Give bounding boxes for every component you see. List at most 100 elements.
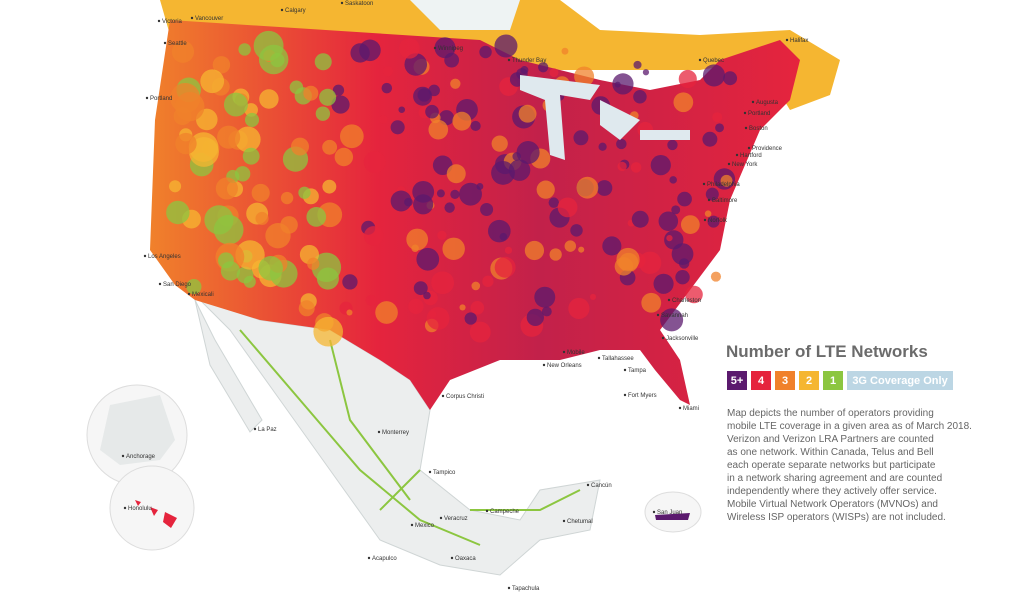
coverage-patch (314, 53, 332, 71)
coverage-patch (666, 234, 673, 242)
city-label: Tapachula (512, 586, 540, 592)
description-line: mobile LTE coverage in a given area as o… (727, 421, 972, 432)
coverage-patch (217, 125, 241, 149)
city-dot (340, 1, 344, 5)
coverage-patch (306, 207, 327, 227)
coverage-patch (444, 202, 455, 213)
city-dot (485, 509, 489, 513)
coverage-patch (258, 256, 283, 281)
coverage-patch (616, 247, 640, 272)
city-label: San Juan (657, 510, 682, 516)
city-dot (747, 146, 751, 150)
coverage-patch (446, 164, 466, 184)
coverage-patch (450, 78, 461, 89)
coverage-patch (479, 45, 492, 59)
coverage-patch (685, 285, 703, 304)
coverage-patch (244, 103, 258, 117)
city-label: Honolulu (128, 506, 152, 512)
coverage-patch (434, 37, 456, 59)
coverage-patch (298, 300, 315, 317)
coverage-patch (428, 310, 437, 318)
coverage-patch (491, 161, 515, 185)
mexico (199, 299, 601, 576)
coverage-patch (536, 180, 555, 199)
coverage-patch (470, 120, 481, 132)
city-label: La Paz (258, 427, 277, 433)
coverage-patch (638, 251, 662, 275)
city-dot (433, 46, 437, 50)
city-label: Tampa (628, 368, 647, 374)
coverage-patch (548, 197, 560, 208)
city-label: Jacksonville (666, 336, 699, 342)
city-label: Corpus Christi (446, 394, 484, 400)
coverage-patch (431, 271, 455, 295)
city-dot (744, 126, 748, 130)
coverage-patches (166, 30, 738, 347)
city-dot (158, 282, 162, 286)
city-label: Thunder Bay (512, 58, 546, 64)
coverage-patch (470, 300, 485, 315)
coverage-patch (171, 40, 195, 63)
city-dot (450, 556, 454, 560)
coverage-patch (363, 151, 386, 173)
legend-swatch (727, 371, 747, 390)
city-dot (703, 218, 707, 222)
city-label: Seattle (168, 41, 187, 47)
city-label: Los Angeles (148, 254, 181, 260)
coverage-patch (526, 308, 544, 327)
coverage-patch (538, 62, 549, 73)
coverage-patch (480, 202, 494, 216)
coverage-patch (437, 230, 447, 240)
coverage-patch (710, 271, 722, 282)
coverage-patch (342, 274, 358, 290)
city-dot (785, 38, 789, 42)
coverage-patch (667, 139, 678, 151)
coverage-patch (720, 174, 733, 187)
city-label: Tallahassee (602, 356, 634, 362)
city-dot (190, 16, 194, 20)
coverage-patch (382, 66, 394, 77)
coverage-patch (244, 112, 260, 127)
coverage-patch (175, 91, 205, 122)
coverage-patch (704, 210, 712, 217)
coverage-patch (650, 154, 671, 176)
city-label: Portland (748, 111, 770, 117)
coverage-patch (331, 95, 350, 114)
city-label: Halifax (790, 38, 808, 44)
coverage-patch (715, 123, 724, 133)
city-label: Portland (150, 96, 172, 102)
coverage-patch (303, 85, 319, 101)
coverage-patch (428, 119, 449, 140)
coverage-patch (491, 135, 508, 152)
city-dot (652, 510, 656, 514)
coverage-patch (524, 240, 545, 261)
coverage-patch (186, 278, 202, 295)
coverage-patch (406, 228, 429, 251)
coverage-patch (307, 257, 320, 270)
coverage-patch (564, 240, 577, 252)
coverage-patch (596, 180, 613, 196)
coverage-patch (504, 246, 513, 254)
city-label: Quebec (703, 58, 724, 64)
city-dot (586, 483, 590, 487)
coverage-patch (617, 161, 627, 172)
coverage-patch (291, 137, 309, 156)
coverage-patch (442, 237, 465, 261)
legend-swatch (775, 371, 795, 390)
city-label: Boston (749, 126, 768, 132)
city-dot (123, 506, 127, 510)
coverage-patch (534, 286, 556, 308)
coverage-patch (464, 312, 477, 325)
city-dot (507, 58, 511, 62)
coverage-patch (702, 131, 718, 147)
city-dot (187, 292, 191, 296)
city-dot (562, 519, 566, 523)
coverage-patch (375, 301, 398, 324)
coverage-patch (243, 275, 256, 288)
coverage-patch (561, 47, 569, 55)
coverage-patch (671, 205, 681, 215)
coverage-patch (488, 219, 511, 243)
coverage-patch (578, 246, 585, 253)
city-dot (410, 523, 414, 527)
city-label: Winnipeg (438, 46, 463, 52)
